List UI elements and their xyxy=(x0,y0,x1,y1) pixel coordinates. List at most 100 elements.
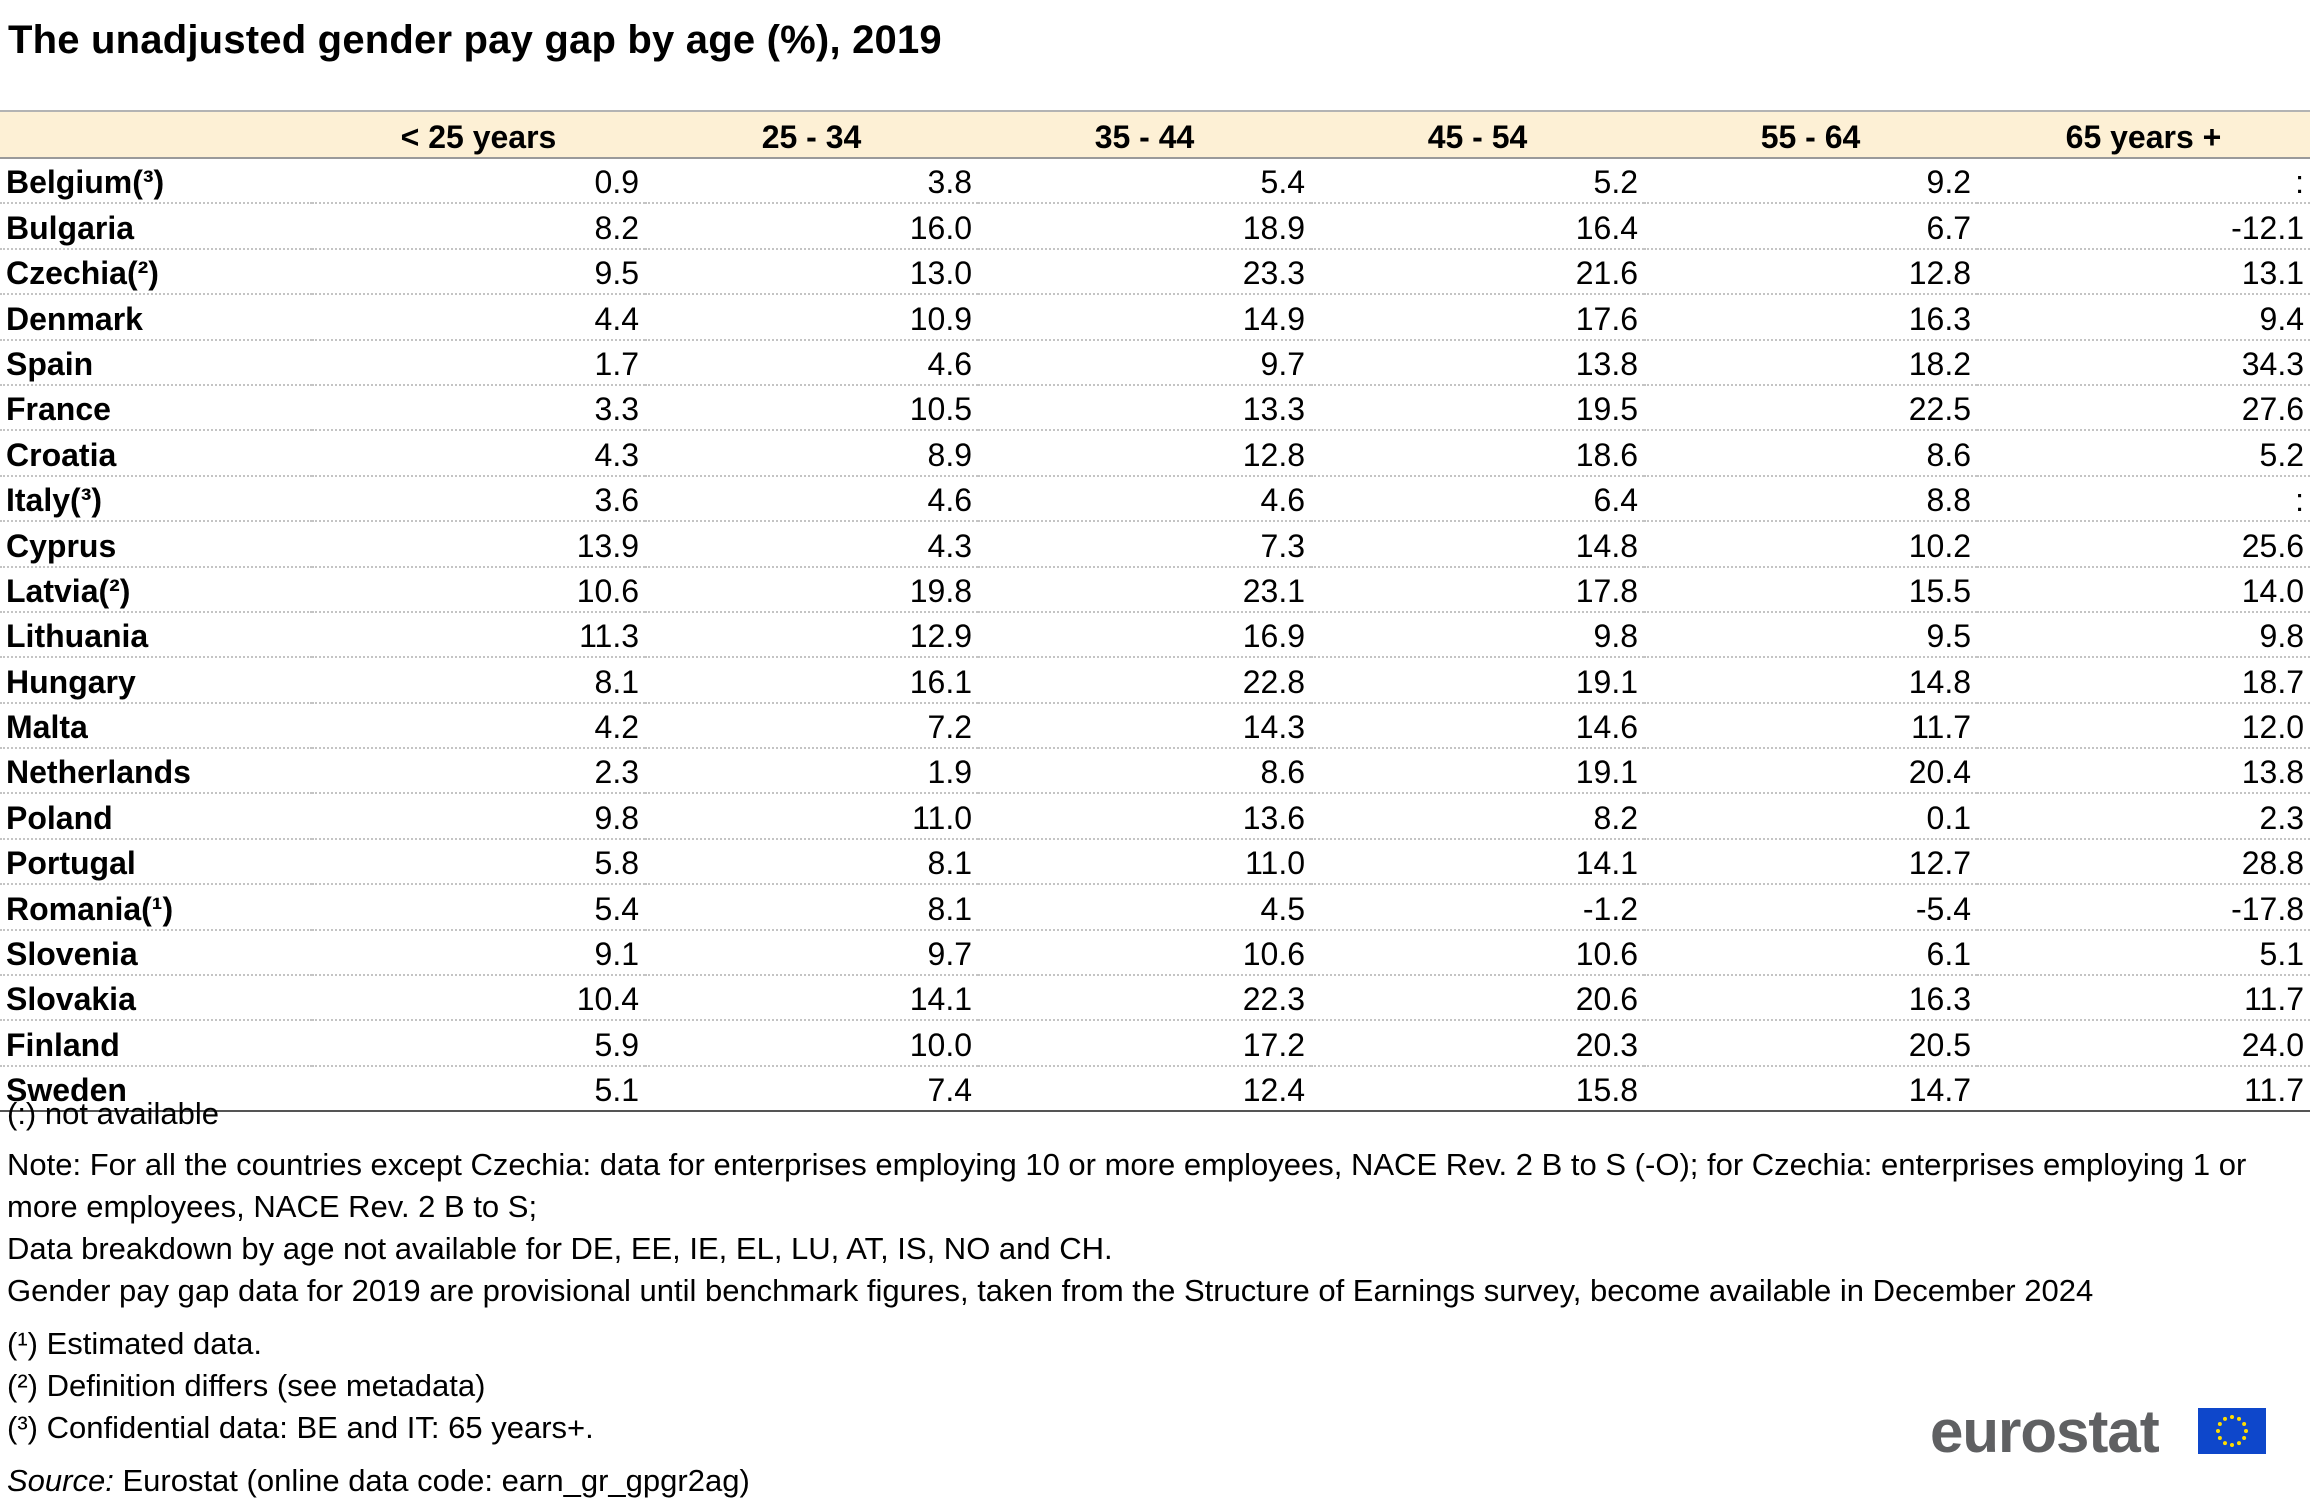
value-cell: 5.1 xyxy=(312,1065,645,1113)
value-cell: -12.1 xyxy=(1977,203,2310,250)
country-cell: Czechia(²) xyxy=(0,248,312,296)
value-cell: 9.7 xyxy=(645,929,978,977)
value-cell: -17.8 xyxy=(1977,884,2310,931)
country-cell: Slovenia xyxy=(0,929,312,977)
country-cell: Sweden xyxy=(0,1065,312,1113)
country-cell: Romania(¹) xyxy=(0,884,312,931)
source-text: Eurostat (online data code: earn_gr_gpgr… xyxy=(113,1463,750,1498)
eurostat-logo: eurostat xyxy=(1930,1400,2270,1462)
table-row: Netherlands 2.3 1.9 8.6 19.1 20.4 13.8 xyxy=(0,748,2310,795)
value-cell: 11.3 xyxy=(312,611,645,659)
value-cell: 14.9 xyxy=(978,294,1311,341)
column-header: 35 - 44 xyxy=(978,110,1311,159)
country-cell: Hungary xyxy=(0,657,312,704)
value-cell: 4.4 xyxy=(312,294,645,341)
value-cell: 10.4 xyxy=(312,975,645,1022)
eu-star-icon xyxy=(2242,1436,2247,1440)
value-cell: 0.9 xyxy=(312,158,645,205)
value-cell: 28.8 xyxy=(1977,838,2310,886)
value-cell: 11.7 xyxy=(1977,1065,2310,1113)
value-cell: 21.6 xyxy=(1311,248,1644,296)
value-cell: 14.1 xyxy=(1311,838,1644,886)
table-row: Slovenia 9.1 9.7 10.6 10.6 6.1 5.1 xyxy=(0,929,2310,977)
country-cell: Italy(³) xyxy=(0,475,312,523)
value-cell: 22.5 xyxy=(1644,384,1977,432)
value-cell: 25.6 xyxy=(1977,521,2310,568)
country-cell: France xyxy=(0,384,312,432)
table-row: Lithuania 11.3 12.9 16.9 9.8 9.5 9.8 xyxy=(0,611,2310,659)
value-cell: 4.5 xyxy=(978,884,1311,931)
value-cell: 27.6 xyxy=(1977,384,2310,432)
value-cell: 11.0 xyxy=(978,838,1311,886)
value-cell: 13.8 xyxy=(1311,339,1644,386)
value-cell: : xyxy=(1977,475,2310,523)
value-cell: 9.7 xyxy=(978,339,1311,386)
value-cell: 8.2 xyxy=(1311,793,1644,840)
value-cell: 11.0 xyxy=(645,793,978,840)
value-cell: 8.8 xyxy=(1644,475,1977,523)
value-cell: 9.5 xyxy=(312,248,645,296)
table-row: Malta 4.2 7.2 14.3 14.6 11.7 12.0 xyxy=(0,702,2310,750)
value-cell: 18.2 xyxy=(1644,339,1977,386)
table-row: Romania(¹) 5.4 8.1 4.5 -1.2 -5.4 -17.8 xyxy=(0,884,2310,931)
eu-star-icon xyxy=(2217,1436,2222,1440)
eu-star-icon xyxy=(2244,1429,2248,1433)
value-cell: 17.8 xyxy=(1311,566,1644,613)
value-cell: 5.1 xyxy=(1977,929,2310,977)
value-cell: 14.6 xyxy=(1311,702,1644,750)
provisional-note: Gender pay gap data for 2019 are provisi… xyxy=(7,1273,2094,1308)
value-cell: 14.8 xyxy=(1311,521,1644,568)
table-row: Belgium(³) 0.9 3.8 5.4 5.2 9.2: xyxy=(0,158,2310,205)
value-cell: 5.2 xyxy=(1977,430,2310,477)
value-cell: 15.8 xyxy=(1311,1065,1644,1113)
value-cell: 18.9 xyxy=(978,203,1311,250)
value-cell: 4.6 xyxy=(978,475,1311,523)
value-cell: 8.2 xyxy=(312,203,645,250)
value-cell: 18.6 xyxy=(1311,430,1644,477)
value-cell: 23.1 xyxy=(978,566,1311,613)
value-cell: 16.0 xyxy=(645,203,978,250)
table-row: Sweden 5.1 7.4 12.4 15.8 14.7 11.7 xyxy=(0,1065,2310,1113)
breakdown-note: Data breakdown by age not available for … xyxy=(7,1231,1113,1266)
table-row: Portugal 5.8 8.1 11.0 14.1 12.7 28.8 xyxy=(0,838,2310,886)
value-cell: 12.0 xyxy=(1977,702,2310,750)
value-cell: 8.1 xyxy=(645,838,978,886)
value-cell: 5.2 xyxy=(1311,158,1644,205)
country-cell: Spain xyxy=(0,339,312,386)
value-cell: 22.3 xyxy=(978,975,1311,1022)
value-cell: 7.4 xyxy=(645,1065,978,1113)
value-cell: 11.7 xyxy=(1644,702,1977,750)
value-cell: 10.6 xyxy=(312,566,645,613)
source-label: Source: xyxy=(7,1463,114,1498)
value-cell: 6.7 xyxy=(1644,203,1977,250)
country-cell: Bulgaria xyxy=(0,203,312,250)
eu-star-icon xyxy=(2223,1416,2227,1421)
value-cell: 11.7 xyxy=(1977,975,2310,1022)
value-cell: 0.1 xyxy=(1644,793,1977,840)
value-cell: 9.1 xyxy=(312,929,645,977)
footnote-estimated: (¹) Estimated data. xyxy=(7,1326,262,1361)
value-cell: 3.3 xyxy=(312,384,645,432)
value-cell: 8.1 xyxy=(312,657,645,704)
value-cell: 4.3 xyxy=(645,521,978,568)
value-cell: 19.5 xyxy=(1311,384,1644,432)
eu-star-icon xyxy=(2242,1422,2247,1426)
value-cell: 9.8 xyxy=(1977,611,2310,659)
value-cell: 16.9 xyxy=(978,611,1311,659)
eu-star-icon xyxy=(2223,1441,2227,1446)
value-cell: 9.8 xyxy=(1311,611,1644,659)
value-cell: 5.9 xyxy=(312,1020,645,1067)
value-cell: 20.4 xyxy=(1644,748,1977,795)
value-cell: 6.1 xyxy=(1644,929,1977,977)
value-cell: 16.1 xyxy=(645,657,978,704)
value-cell: 20.6 xyxy=(1311,975,1644,1022)
value-cell: 19.1 xyxy=(1311,748,1644,795)
country-cell: Finland xyxy=(0,1020,312,1067)
value-cell: 5.4 xyxy=(312,884,645,931)
eu-star-icon xyxy=(2217,1422,2222,1426)
value-cell: 5.4 xyxy=(978,158,1311,205)
eu-star-icon xyxy=(2237,1416,2241,1421)
value-cell: 13.0 xyxy=(645,248,978,296)
table-row: France 3.3 10.5 13.3 19.5 22.5 27.6 xyxy=(0,384,2310,432)
table-row: Croatia 4.3 8.9 12.8 18.6 8.6 5.2 xyxy=(0,430,2310,477)
